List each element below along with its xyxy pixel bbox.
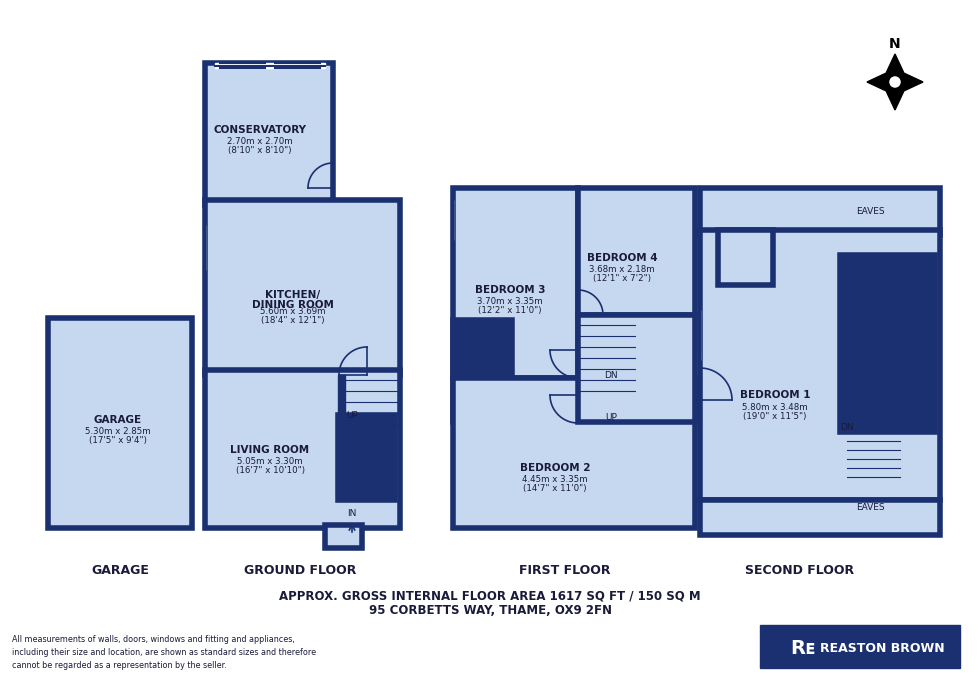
Text: (8'10" x 8'10"): (8'10" x 8'10") xyxy=(228,147,292,156)
Text: GARAGE: GARAGE xyxy=(94,415,142,425)
Bar xyxy=(760,625,960,668)
Text: LIVING ROOM: LIVING ROOM xyxy=(230,445,310,455)
Bar xyxy=(205,63,333,205)
Text: 2.70m x 2.70m: 2.70m x 2.70m xyxy=(227,138,293,147)
Text: (12'2" x 11'0"): (12'2" x 11'0") xyxy=(478,307,542,316)
Bar xyxy=(338,375,345,415)
Polygon shape xyxy=(867,54,923,110)
Text: EAVES: EAVES xyxy=(856,208,884,217)
Text: APPROX. GROSS INTERNAL FLOOR AREA 1617 SQ FT / 150 SQ M: APPROX. GROSS INTERNAL FLOOR AREA 1617 S… xyxy=(279,590,701,603)
Text: 5.80m x 3.48m: 5.80m x 3.48m xyxy=(742,403,808,412)
Text: BEDROOM 4: BEDROOM 4 xyxy=(587,253,658,263)
Bar xyxy=(205,200,400,375)
Text: N: N xyxy=(889,37,901,51)
Bar xyxy=(700,188,940,235)
Bar xyxy=(453,320,512,422)
Text: (16'7" x 10'10"): (16'7" x 10'10") xyxy=(235,466,305,475)
Text: (18'4" x 12'1"): (18'4" x 12'1") xyxy=(262,316,324,325)
Text: 3.70m x 3.35m: 3.70m x 3.35m xyxy=(477,298,543,307)
Text: CONSERVATORY: CONSERVATORY xyxy=(214,125,307,135)
Text: FIRST FLOOR: FIRST FLOOR xyxy=(519,563,611,576)
Text: DN: DN xyxy=(605,370,617,379)
Text: UP: UP xyxy=(605,414,617,423)
Text: BEDROOM 1: BEDROOM 1 xyxy=(740,390,810,400)
Bar xyxy=(205,370,400,528)
Text: 3.68m x 2.18m: 3.68m x 2.18m xyxy=(589,266,655,275)
Bar xyxy=(578,188,695,315)
Bar xyxy=(325,525,362,548)
Text: UP: UP xyxy=(346,410,358,419)
Text: GARAGE: GARAGE xyxy=(91,563,149,576)
Text: IN: IN xyxy=(347,509,357,518)
Bar xyxy=(215,63,270,68)
Bar xyxy=(700,500,940,535)
Text: KITCHEN/: KITCHEN/ xyxy=(266,290,320,300)
Bar xyxy=(578,315,695,422)
Text: 5.60m x 3.69m: 5.60m x 3.69m xyxy=(261,307,325,316)
Text: 5.30m x 2.85m: 5.30m x 2.85m xyxy=(85,428,151,437)
Bar xyxy=(840,255,935,432)
Text: (14'7" x 11'0"): (14'7" x 11'0") xyxy=(523,484,587,493)
Text: 5.05m x 3.30m: 5.05m x 3.30m xyxy=(237,457,303,466)
Text: (12'1" x 7'2"): (12'1" x 7'2") xyxy=(593,275,651,284)
Text: 4.45m x 3.35m: 4.45m x 3.35m xyxy=(522,475,588,484)
Bar xyxy=(338,415,395,500)
Text: SECOND FLOOR: SECOND FLOOR xyxy=(746,563,855,576)
Bar xyxy=(270,63,325,68)
Text: BEDROOM 2: BEDROOM 2 xyxy=(519,463,590,473)
Text: GROUND FLOOR: GROUND FLOOR xyxy=(244,563,356,576)
Bar xyxy=(718,230,773,285)
Text: EAVES: EAVES xyxy=(856,504,884,513)
Text: DN: DN xyxy=(840,424,854,432)
Text: All measurements of walls, doors, windows and fitting and appliances,
including : All measurements of walls, doors, window… xyxy=(12,635,317,671)
Bar xyxy=(48,318,192,528)
Text: DINING ROOM: DINING ROOM xyxy=(252,300,334,310)
Text: 95 CORBETTS WAY, THAME, OX9 2FN: 95 CORBETTS WAY, THAME, OX9 2FN xyxy=(368,603,612,617)
Bar xyxy=(700,230,940,500)
Text: REASTON BROWN: REASTON BROWN xyxy=(820,641,945,655)
Bar xyxy=(453,188,578,378)
Text: BEDROOM 3: BEDROOM 3 xyxy=(474,285,545,295)
Text: (19'0" x 11'5"): (19'0" x 11'5") xyxy=(743,412,807,421)
Text: Rᴇ: Rᴇ xyxy=(790,639,816,657)
Text: (17'5" x 9'4"): (17'5" x 9'4") xyxy=(89,437,147,446)
Bar xyxy=(453,378,695,528)
Circle shape xyxy=(890,77,900,87)
